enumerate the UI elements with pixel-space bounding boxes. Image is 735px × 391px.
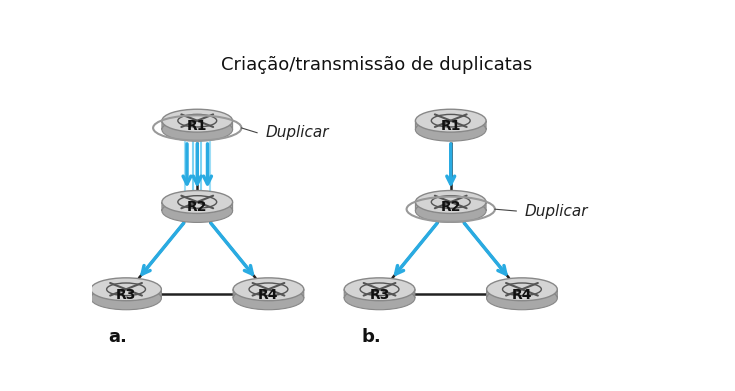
Text: R4: R4 xyxy=(258,288,279,302)
Polygon shape xyxy=(90,287,162,301)
Polygon shape xyxy=(162,199,232,213)
Text: R1: R1 xyxy=(187,119,207,133)
Text: a.: a. xyxy=(108,328,127,346)
Text: Criação/transmissão de duplicatas: Criação/transmissão de duplicatas xyxy=(221,56,532,74)
Polygon shape xyxy=(233,287,304,301)
Text: R3: R3 xyxy=(370,288,390,302)
Polygon shape xyxy=(415,199,486,213)
Text: R2: R2 xyxy=(187,201,207,214)
Ellipse shape xyxy=(90,278,162,301)
Text: Duplicar: Duplicar xyxy=(525,203,588,219)
Polygon shape xyxy=(415,118,486,132)
Ellipse shape xyxy=(487,287,557,310)
Ellipse shape xyxy=(415,118,486,141)
Text: R4: R4 xyxy=(512,288,532,302)
Polygon shape xyxy=(487,287,557,301)
Ellipse shape xyxy=(90,287,162,310)
Text: R2: R2 xyxy=(440,201,461,214)
Ellipse shape xyxy=(162,109,232,132)
Ellipse shape xyxy=(233,278,304,301)
Ellipse shape xyxy=(415,190,486,213)
Ellipse shape xyxy=(162,190,232,213)
Ellipse shape xyxy=(344,278,415,301)
Polygon shape xyxy=(162,118,232,132)
Ellipse shape xyxy=(487,278,557,301)
Ellipse shape xyxy=(162,199,232,222)
Ellipse shape xyxy=(344,287,415,310)
Text: R1: R1 xyxy=(440,119,461,133)
Text: b.: b. xyxy=(362,328,381,346)
Polygon shape xyxy=(344,287,415,301)
Ellipse shape xyxy=(415,199,486,222)
Ellipse shape xyxy=(233,287,304,310)
Text: R3: R3 xyxy=(116,288,136,302)
Ellipse shape xyxy=(162,118,232,141)
Ellipse shape xyxy=(415,109,486,132)
Text: Duplicar: Duplicar xyxy=(265,125,329,140)
